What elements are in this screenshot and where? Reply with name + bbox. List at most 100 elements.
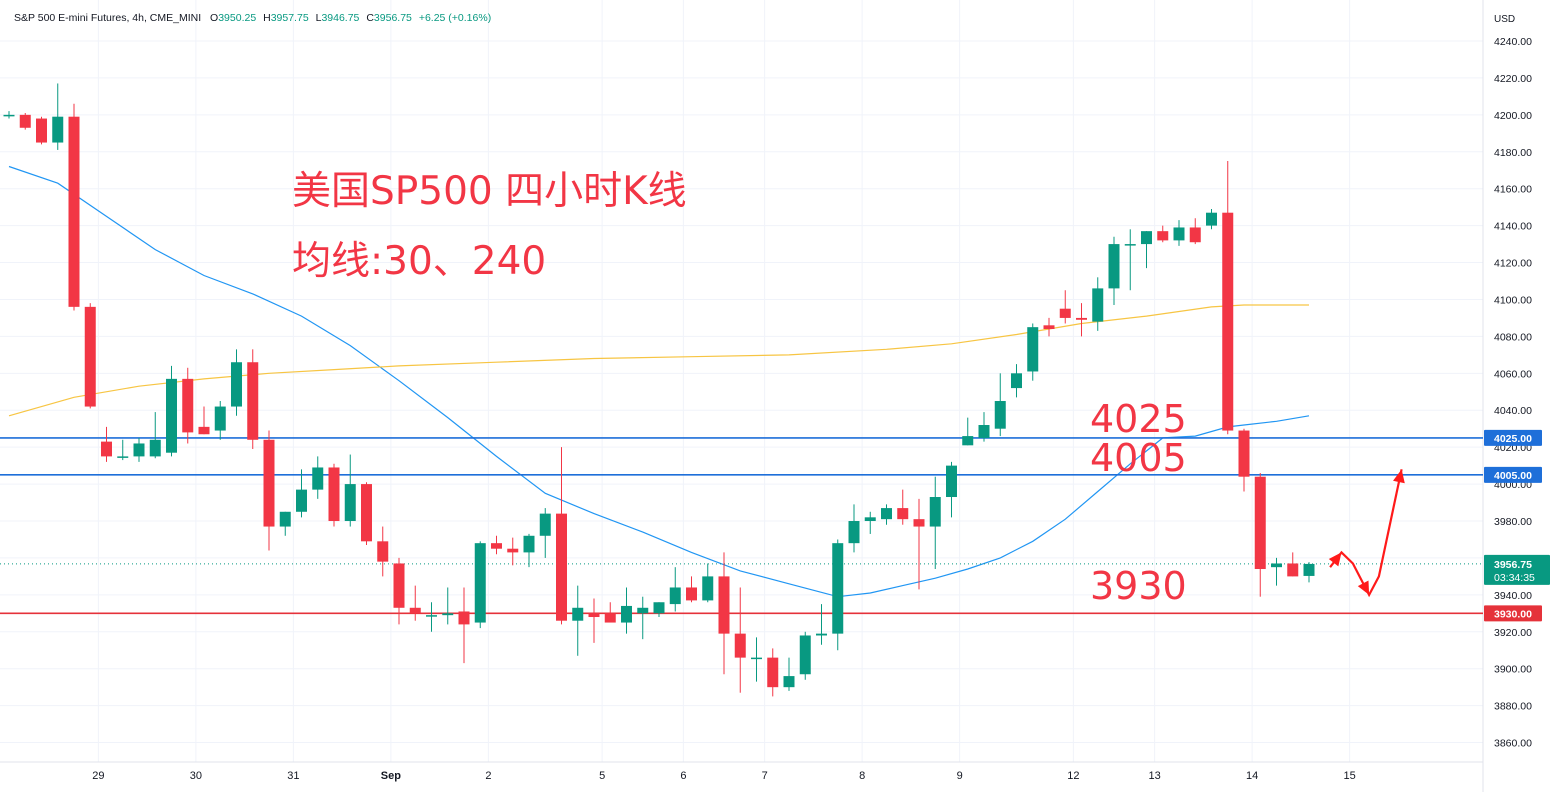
- level-price-label: 4025.00: [1494, 433, 1532, 445]
- candle-body: [491, 543, 502, 549]
- candle: [588, 598, 600, 643]
- candle: [1271, 557, 1282, 586]
- candle-body: [3, 114, 15, 117]
- level-price-tag: [1484, 429, 1542, 446]
- high-value: 3957.75: [270, 12, 309, 24]
- candle: [767, 648, 779, 697]
- time-tick-label: 12: [1067, 770, 1079, 782]
- candle-body: [718, 576, 730, 634]
- candles: [3, 83, 1315, 697]
- annotation-level-4025: 4025: [1090, 397, 1187, 441]
- candle-body: [328, 467, 340, 522]
- candle: [409, 585, 421, 621]
- level-price-label: 4005.00: [1494, 470, 1532, 482]
- candle: [1043, 317, 1055, 337]
- candle: [1141, 231, 1152, 269]
- last-price-label: 3956.75: [1494, 559, 1532, 571]
- time-axis: 29 30 31 Sep 2 5 6 7 8 9 12 13 14 15: [92, 770, 1356, 782]
- candle-body: [1254, 476, 1266, 570]
- candle-body: [799, 635, 811, 675]
- candle-body: [832, 543, 844, 634]
- candle-body: [556, 513, 567, 621]
- candle-body: [361, 484, 372, 542]
- candle: [133, 437, 145, 462]
- price-tick-label: 4160.00: [1494, 184, 1532, 196]
- candle: [361, 482, 372, 546]
- time-tick-label: 14: [1246, 770, 1258, 782]
- candle: [1303, 562, 1315, 583]
- candle: [1222, 161, 1234, 435]
- candle: [669, 567, 681, 612]
- candle: [816, 604, 827, 645]
- candle-body: [1238, 430, 1250, 477]
- candle-body: [604, 613, 616, 623]
- annotation-ma-periods: 均线:30、240: [292, 239, 547, 284]
- candle-body: [1108, 244, 1120, 289]
- candle: [913, 498, 925, 590]
- candle-body: [978, 425, 990, 438]
- candle: [393, 557, 405, 625]
- projection-arrow-path: [1329, 469, 1403, 598]
- candle: [702, 563, 714, 603]
- close-label: C: [366, 12, 374, 24]
- candle-body: [621, 605, 632, 623]
- time-tick-label: 31: [287, 770, 299, 782]
- candle: [962, 417, 974, 446]
- close-value: 3956.75: [373, 12, 412, 24]
- candle-body: [523, 535, 535, 553]
- candle: [377, 526, 389, 577]
- candle: [198, 406, 210, 435]
- candle-body: [426, 615, 437, 617]
- candle-body: [1206, 212, 1217, 226]
- high-label: H: [263, 12, 271, 24]
- candle-body: [913, 519, 925, 527]
- candle: [751, 637, 762, 682]
- candle-body: [296, 489, 307, 512]
- candle-body: [1011, 373, 1022, 389]
- price-tick-label: 4080.00: [1494, 331, 1532, 343]
- projection-arrowhead-down: [1357, 580, 1370, 595]
- candle-body: [572, 607, 584, 621]
- candle-body: [1027, 327, 1039, 372]
- candle-body: [393, 563, 405, 608]
- candle: [344, 454, 356, 527]
- candle-body: [962, 436, 974, 446]
- price-tick-label: 3980.00: [1494, 516, 1532, 528]
- candle-body: [377, 541, 389, 562]
- candle: [556, 447, 567, 625]
- candle-body: [1287, 563, 1299, 577]
- price-tick-label: 4100.00: [1494, 294, 1532, 306]
- candle: [279, 511, 291, 536]
- candle-body: [1222, 212, 1234, 431]
- price-tick-label: 3860.00: [1494, 738, 1532, 750]
- candle: [1206, 209, 1217, 230]
- candle-body: [231, 362, 242, 407]
- candle: [328, 463, 340, 527]
- price-tick-label: 4140.00: [1494, 221, 1532, 233]
- candle-body: [101, 441, 112, 457]
- time-tick-label: 2: [485, 770, 491, 782]
- level-price-tag: [1484, 605, 1542, 622]
- open-value: 3950.25: [218, 12, 257, 24]
- grid-lines: [0, 0, 1483, 762]
- candle: [1076, 303, 1087, 337]
- candle-body: [734, 633, 746, 658]
- candle: [994, 373, 1006, 437]
- candle-body: [84, 306, 96, 407]
- candle-body: [279, 511, 291, 527]
- price-tick-label: 4120.00: [1494, 258, 1532, 270]
- candle-body: [1303, 563, 1315, 576]
- candle: [149, 412, 161, 459]
- candle-body: [1189, 227, 1201, 243]
- candle: [832, 539, 844, 651]
- candle-body: [52, 116, 64, 143]
- candle: [929, 476, 941, 570]
- candle-body: [751, 657, 762, 660]
- time-tick-label: 5: [599, 770, 605, 782]
- candle-body: [344, 484, 356, 522]
- candle: [247, 349, 259, 450]
- candle: [231, 349, 242, 416]
- bar-countdown-label: 03:34:35: [1494, 572, 1535, 584]
